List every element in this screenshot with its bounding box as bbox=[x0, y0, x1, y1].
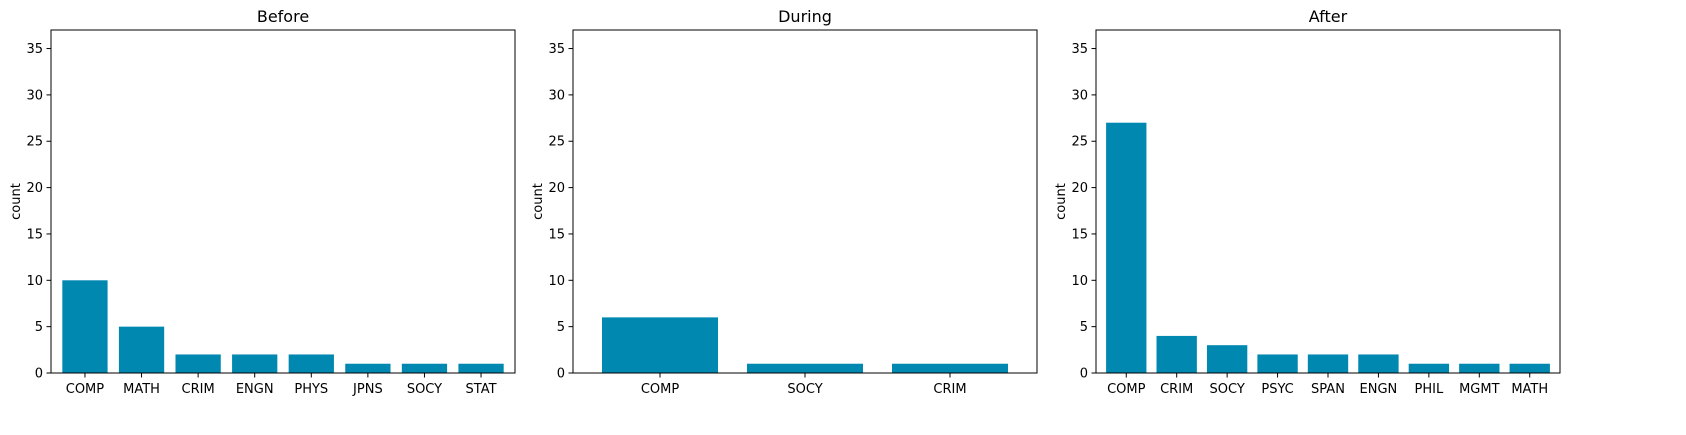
x-tick-label: STAT bbox=[466, 382, 497, 397]
y-tick-label: 5 bbox=[35, 320, 43, 335]
x-tick-label: MATH bbox=[123, 382, 160, 397]
chart-title: During bbox=[778, 7, 832, 26]
bar-phil bbox=[1408, 363, 1450, 373]
y-tick-label: 30 bbox=[548, 88, 565, 103]
chart-before: 0 5 10 15 20 25 30 35 COMP MATH CRIM ENGN PHYS JPNS SO… bbox=[9, 7, 516, 397]
x-tick-label: ENGN bbox=[1360, 382, 1398, 397]
y-tick-label: 0 bbox=[35, 367, 43, 382]
x-tick-label: PHIL bbox=[1415, 382, 1444, 397]
x-tick-label: COMP bbox=[1107, 382, 1146, 397]
y-tick-label: 5 bbox=[557, 320, 565, 335]
chart-title: After bbox=[1309, 7, 1348, 26]
bar-socy bbox=[747, 363, 863, 373]
x-tick-label: CRIM bbox=[182, 382, 215, 397]
bar-comp bbox=[62, 280, 108, 373]
bar-crim bbox=[892, 363, 1008, 373]
chart-title: Before bbox=[257, 7, 309, 26]
y-tick-label: 10 bbox=[1071, 274, 1088, 289]
x-tick-label: PHYS bbox=[294, 382, 328, 397]
chart-after: 0 5 10 15 20 25 30 35 COMP CRIM SOCY PSYC SPAN ENGN PH… bbox=[1054, 7, 1561, 397]
axes-frame bbox=[50, 29, 516, 374]
y-tick-label: 20 bbox=[548, 181, 565, 196]
y-tick-label: 15 bbox=[1071, 227, 1088, 242]
x-tick-label: JPNS bbox=[352, 382, 383, 397]
y-axis-label: count bbox=[531, 183, 546, 220]
bar-socy bbox=[1206, 345, 1248, 373]
x-tick-label: CRIM bbox=[1160, 382, 1193, 397]
y-tick-label: 0 bbox=[557, 367, 565, 382]
bar-math bbox=[118, 326, 165, 373]
bar-engn bbox=[232, 354, 278, 373]
y-tick-label: 25 bbox=[548, 135, 565, 150]
bar-comp bbox=[602, 317, 718, 373]
x-tick-label: MGMT bbox=[1459, 382, 1500, 397]
bar-crim bbox=[1156, 335, 1197, 373]
x-tick-label: COMP bbox=[641, 382, 680, 397]
x-tick-label: PSYC bbox=[1261, 382, 1293, 397]
x-tick-label: COMP bbox=[66, 382, 105, 397]
y-tick-label: 0 bbox=[1080, 367, 1088, 382]
chart-during: 0 5 10 15 20 25 30 35 COMP SOCY CRIM count During bbox=[531, 7, 1038, 397]
y-tick-label: 5 bbox=[1080, 320, 1088, 335]
bar-mgmt bbox=[1459, 363, 1500, 373]
y-tick-label: 20 bbox=[1071, 181, 1088, 196]
y-tick-label: 25 bbox=[1071, 135, 1088, 150]
bar-psyc bbox=[1257, 354, 1298, 373]
bar-span bbox=[1307, 354, 1349, 373]
y-tick-label: 10 bbox=[26, 274, 43, 289]
bar-comp bbox=[1106, 122, 1147, 374]
y-axis-label: count bbox=[9, 183, 24, 220]
x-tick-label: SOCY bbox=[407, 382, 442, 397]
y-tick-label: 25 bbox=[26, 135, 43, 150]
x-tick-label: SOCY bbox=[787, 382, 822, 397]
y-tick-label: 35 bbox=[548, 42, 565, 57]
x-tick-label: CRIM bbox=[933, 382, 966, 397]
x-tick-label: MATH bbox=[1511, 382, 1548, 397]
y-tick-label: 10 bbox=[548, 274, 565, 289]
bar-socy bbox=[401, 363, 448, 373]
x-tick-label: SOCY bbox=[1209, 382, 1244, 397]
bar-phys bbox=[288, 354, 334, 373]
bar-crim bbox=[175, 354, 221, 373]
y-tick-label: 20 bbox=[26, 181, 43, 196]
axes-frame bbox=[1095, 29, 1561, 374]
y-tick-label: 15 bbox=[548, 227, 565, 242]
y-axis-label: count bbox=[1054, 183, 1069, 220]
y-tick-label: 30 bbox=[1071, 88, 1088, 103]
y-tick-label: 30 bbox=[26, 88, 43, 103]
x-tick-label: SPAN bbox=[1311, 382, 1345, 397]
x-tick-label: ENGN bbox=[236, 382, 274, 397]
bar-engn bbox=[1358, 354, 1399, 373]
bar-stat bbox=[458, 363, 504, 373]
y-tick-label: 15 bbox=[26, 227, 43, 242]
bar-math bbox=[1509, 363, 1550, 373]
bar-jpns bbox=[345, 363, 391, 373]
y-tick-label: 35 bbox=[26, 42, 43, 57]
y-tick-label: 35 bbox=[1071, 42, 1088, 57]
